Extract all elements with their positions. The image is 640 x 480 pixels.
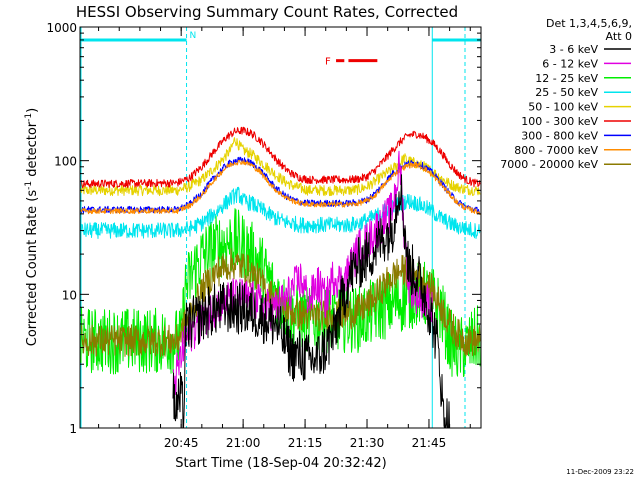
legend-label: 25 - 50 keV [535, 86, 598, 99]
x-tick-label: 21:15 [288, 436, 323, 450]
y-axis-label-sup2: -1 [24, 113, 34, 122]
legend-label: 50 - 100 keV [528, 101, 598, 114]
y-tick-label: 1 [69, 422, 77, 436]
x-tick-label: 21:45 [412, 436, 447, 450]
y-axis-label-main: Corrected Count Rate (s [25, 190, 40, 347]
legend-header-line-1: Det 1,3,4,5,6,9, [546, 17, 632, 30]
y-tick-label: 1000 [46, 21, 77, 35]
y-tick-label: 10 [62, 288, 77, 302]
x-axis: 20:45 21:00 21:15 21:30 21:45 [98, 27, 471, 450]
y-tick-label: 100 [54, 155, 77, 169]
y-axis-label-sup1: -1 [24, 181, 34, 190]
generation-timestamp: 11-Dec-2009 23:22 [566, 468, 634, 476]
legend-label: 12 - 25 keV [535, 72, 598, 85]
flare-label: F [325, 57, 331, 68]
legend-label: 100 - 300 keV [521, 115, 598, 128]
series-line-50-100-kev [80, 137, 481, 197]
series-line-3-6-kev [172, 174, 450, 428]
x-axis-label: Start Time (18-Sep-04 20:32:42) [175, 456, 386, 471]
legend-label: 7000 - 20000 keV [500, 158, 598, 171]
series-layer [80, 126, 481, 428]
series-line-100-300-kev [80, 126, 481, 189]
y-axis-label-end: ) [25, 108, 40, 113]
night-label: N [190, 31, 197, 41]
legend-label: 6 - 12 keV [542, 57, 598, 70]
flare-markers: F [325, 57, 378, 68]
chart-title: HESSI Observing Summary Count Rates, Cor… [76, 3, 458, 21]
y-axis: 1 10 100 1000 [46, 21, 481, 436]
x-tick-label: 21:00 [226, 436, 261, 450]
y-axis-label: Corrected Count Rate (s-1 detector-1) [24, 108, 40, 346]
series-line-12-25-kev [80, 208, 481, 377]
y-axis-label-mid: detector [25, 121, 40, 181]
x-tick-label: 21:30 [350, 436, 385, 450]
legend-label: 300 - 800 keV [521, 129, 598, 142]
series-line-800-7000-kev [80, 159, 481, 216]
x-tick-label: 20:45 [164, 436, 199, 450]
legend-label: 800 - 7000 keV [514, 144, 598, 157]
legend-header-line-2: Att 0 [606, 30, 632, 43]
series-line-25-50-kev [80, 186, 481, 239]
legend-label: 3 - 6 keV [549, 43, 598, 56]
plot-frame [79, 26, 482, 429]
